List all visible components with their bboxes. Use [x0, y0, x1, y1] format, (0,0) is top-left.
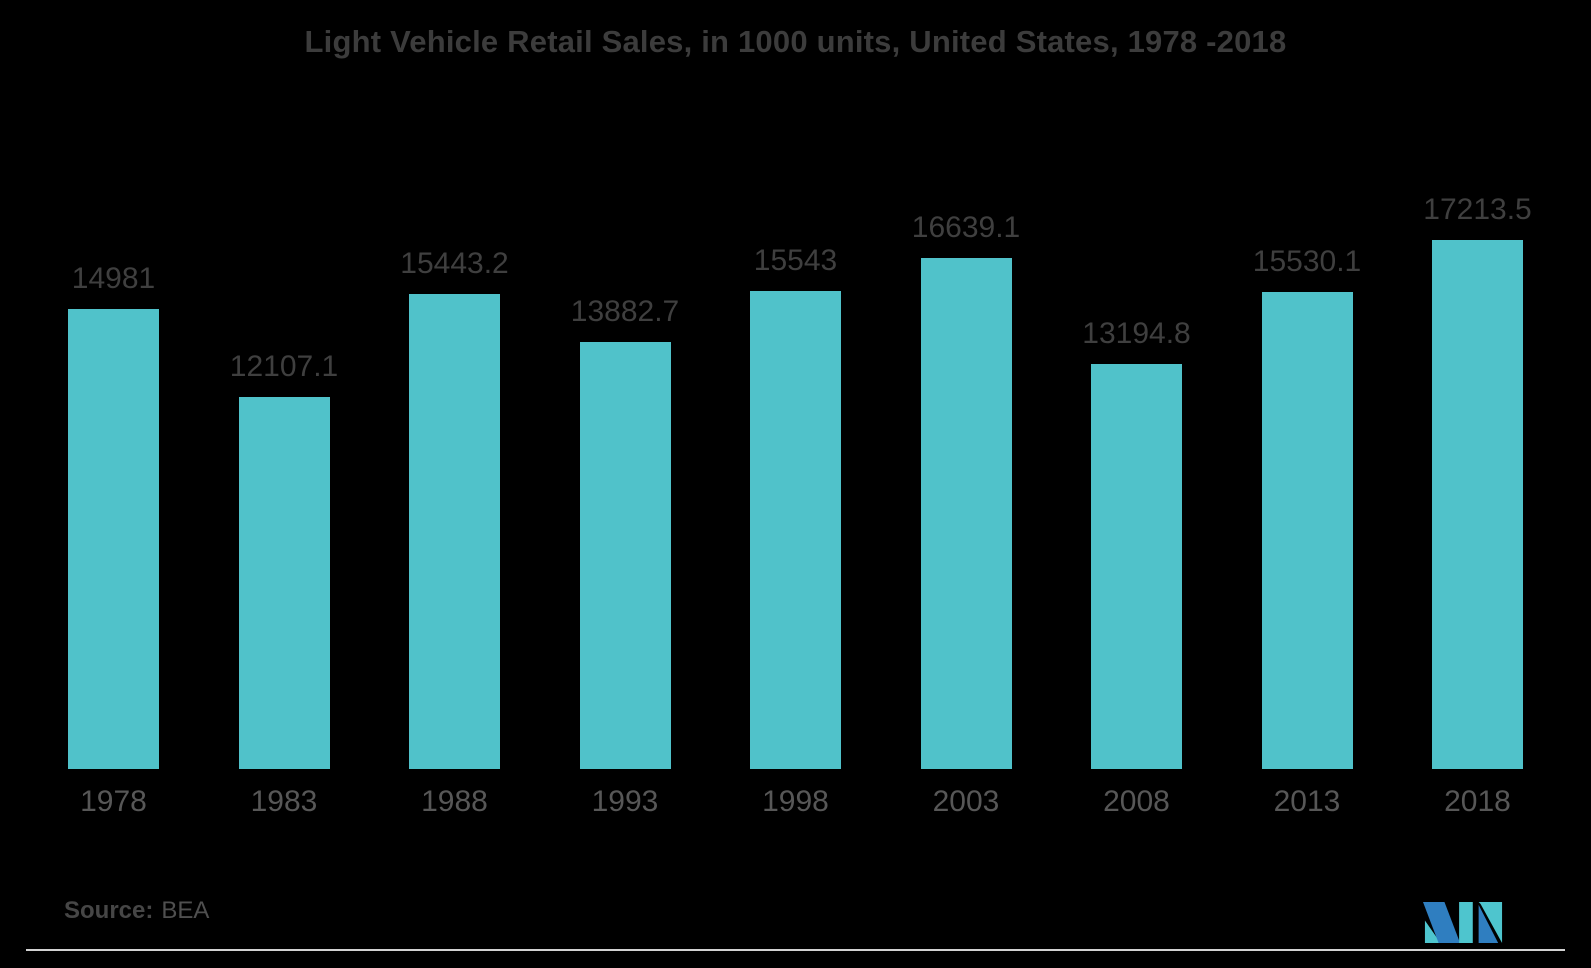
- x-axis-label: 1993: [591, 785, 659, 818]
- bar-column: 12107.1: [230, 350, 338, 769]
- x-axis-label: 2003: [932, 785, 1000, 818]
- bar-value-label: 17213.5: [1423, 193, 1532, 226]
- bar: [750, 291, 841, 769]
- mordor-intelligence-m-logo-icon: [1422, 902, 1505, 943]
- logo-left-teal-wedge: [1424, 920, 1441, 943]
- bar-column: 15530.1: [1253, 245, 1361, 769]
- bar: [1091, 364, 1182, 769]
- bar: [579, 342, 671, 769]
- bar: [920, 258, 1012, 769]
- x-axis-label: 1988: [421, 785, 488, 818]
- x-axis-line: [26, 949, 1565, 951]
- source-label: Source:: [64, 897, 154, 924]
- logo-middle-teal-bar: [1459, 902, 1473, 943]
- x-axis-label: 2008: [1103, 785, 1170, 818]
- x-axis-label: 1978: [80, 785, 147, 818]
- bar: [409, 294, 500, 769]
- source-note: Source: BEA: [64, 897, 209, 925]
- bar-value-label: 12107.1: [229, 350, 339, 383]
- bar-value-label: 15530.1: [1252, 245, 1362, 278]
- chart-title: Light Vehicle Retail Sales, in 1000 unit…: [304, 24, 1287, 59]
- bar-value-label: 13194.8: [1082, 317, 1191, 350]
- bar-column: 15543: [750, 244, 841, 769]
- bar-value-label: 16639.1: [911, 211, 1021, 244]
- chart-area: 14981 12107.1 15443.2 13882.7 15543 16639.1 13…: [26, 193, 1565, 951]
- bar-value-label: 14981: [71, 262, 156, 295]
- logo-right-teal-triangle: [1478, 902, 1503, 943]
- logo-right-blue-triangle: [1478, 904, 1499, 943]
- logo-left-blue-diagonal: [1422, 902, 1461, 943]
- bar-column: 15443.2: [400, 247, 509, 769]
- x-axis-label: 1983: [250, 785, 318, 818]
- bar: [238, 397, 330, 769]
- bar-column: 13194.8: [1082, 317, 1191, 769]
- x-axis-label: 2013: [1273, 785, 1341, 818]
- bar-column: 17213.5: [1423, 193, 1532, 769]
- bar-column: 13882.7: [571, 295, 679, 769]
- bar: [1432, 240, 1523, 769]
- bar-value-label: 15443.2: [400, 247, 509, 280]
- bar-column: 16639.1: [912, 211, 1020, 769]
- bar: [68, 309, 159, 769]
- bar: [1261, 292, 1353, 769]
- x-axis-labels: 1978 1983 1988 1993 1998 2003 2008 2013 2018: [26, 769, 1565, 819]
- x-axis-label: 1998: [762, 785, 829, 818]
- source-value: BEA: [161, 897, 210, 924]
- plot-area: 14981 12107.1 15443.2 13882.7 15543 16639.1 13…: [26, 193, 1565, 769]
- bar-column: 14981: [68, 262, 159, 769]
- x-axis-label: 2018: [1444, 785, 1511, 818]
- bar-value-label: 13882.7: [570, 295, 680, 328]
- bar-value-label: 15543: [753, 244, 838, 277]
